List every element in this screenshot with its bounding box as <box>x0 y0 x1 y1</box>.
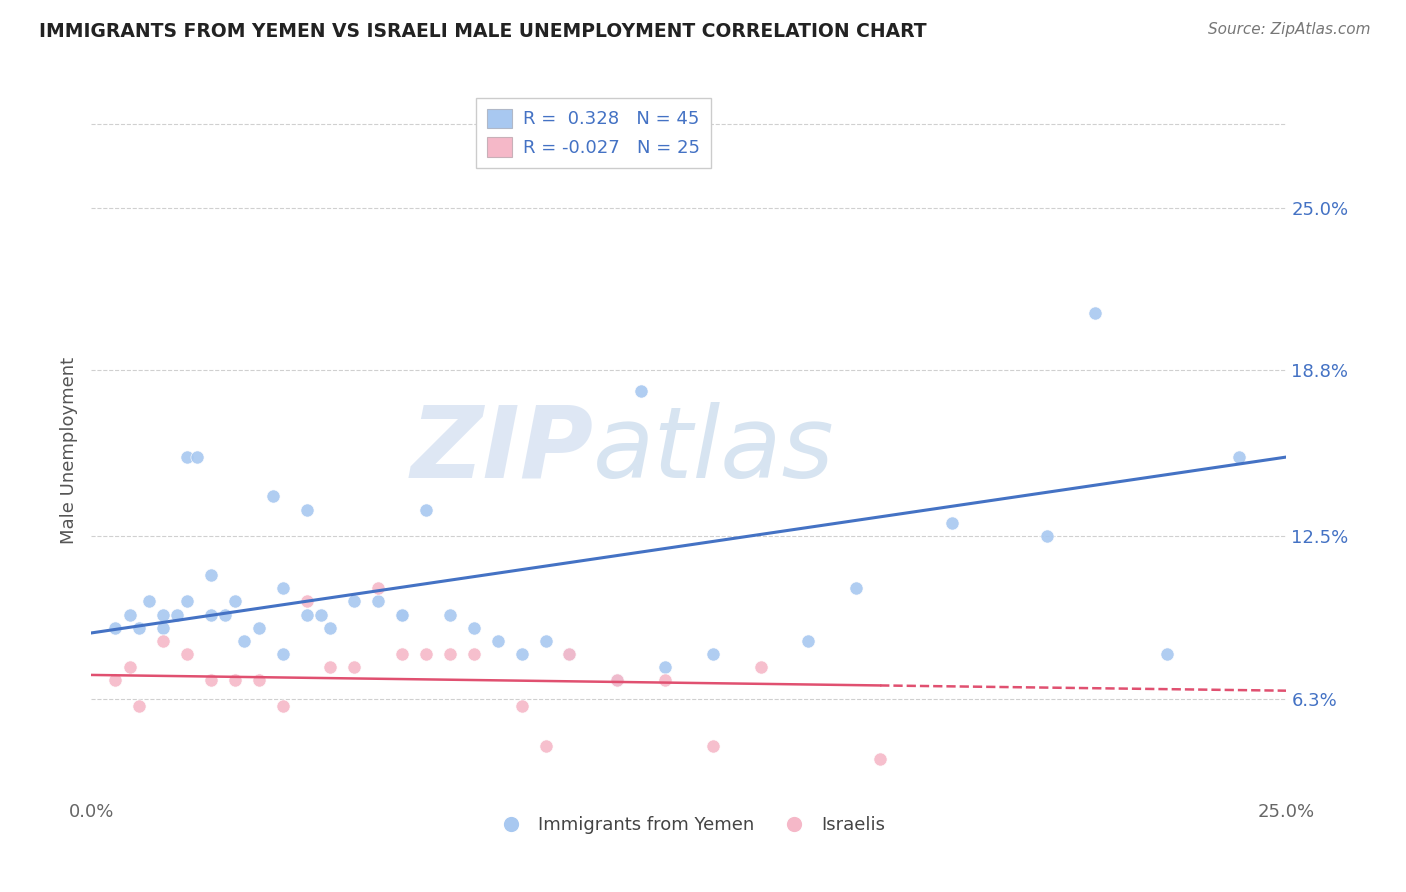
Point <box>439 647 461 661</box>
Point <box>200 673 222 688</box>
Point <box>606 673 628 688</box>
Point <box>391 607 413 622</box>
Point <box>295 594 318 608</box>
Point <box>247 621 270 635</box>
Point <box>152 621 174 635</box>
Point <box>309 607 332 622</box>
Point <box>247 673 270 688</box>
Point <box>176 594 198 608</box>
Point <box>534 739 557 753</box>
Text: IMMIGRANTS FROM YEMEN VS ISRAELI MALE UNEMPLOYMENT CORRELATION CHART: IMMIGRANTS FROM YEMEN VS ISRAELI MALE UN… <box>39 22 927 41</box>
Point <box>463 647 485 661</box>
Point <box>558 647 581 661</box>
Point <box>104 621 127 635</box>
Point <box>630 384 652 399</box>
Point <box>463 621 485 635</box>
Point <box>367 582 389 596</box>
Point <box>343 594 366 608</box>
Point <box>152 607 174 622</box>
Point <box>1036 529 1059 543</box>
Point <box>186 450 208 464</box>
Point <box>262 490 284 504</box>
Point <box>271 582 294 596</box>
Point <box>166 607 188 622</box>
Point <box>176 647 198 661</box>
Point <box>128 621 150 635</box>
Point <box>797 633 820 648</box>
Point <box>534 633 557 648</box>
Point <box>152 633 174 648</box>
Point <box>702 647 724 661</box>
Point <box>391 647 413 661</box>
Point <box>1084 305 1107 319</box>
Point <box>1227 450 1250 464</box>
Point <box>271 699 294 714</box>
Legend: Immigrants from Yemen, Israelis: Immigrants from Yemen, Israelis <box>485 809 893 841</box>
Point <box>224 673 246 688</box>
Point <box>319 660 342 674</box>
Point <box>224 594 246 608</box>
Point <box>214 607 236 622</box>
Point <box>138 594 160 608</box>
Text: Source: ZipAtlas.com: Source: ZipAtlas.com <box>1208 22 1371 37</box>
Point <box>176 450 198 464</box>
Point <box>941 516 963 530</box>
Point <box>606 673 628 688</box>
Point <box>749 660 772 674</box>
Point <box>486 633 509 648</box>
Point <box>295 607 318 622</box>
Point <box>200 607 222 622</box>
Point <box>295 502 318 516</box>
Point <box>391 607 413 622</box>
Point <box>118 607 141 622</box>
Point <box>200 568 222 582</box>
Point <box>558 647 581 661</box>
Point <box>415 502 437 516</box>
Point <box>415 647 437 661</box>
Point <box>118 660 141 674</box>
Point <box>702 739 724 753</box>
Point <box>367 594 389 608</box>
Point <box>1156 647 1178 661</box>
Point <box>510 699 533 714</box>
Point <box>654 660 676 674</box>
Point <box>128 699 150 714</box>
Point <box>104 673 127 688</box>
Point <box>271 647 294 661</box>
Point <box>439 607 461 622</box>
Point <box>510 647 533 661</box>
Text: atlas: atlas <box>593 402 835 499</box>
Point <box>845 582 868 596</box>
Point <box>233 633 256 648</box>
Point <box>343 660 366 674</box>
Point <box>869 752 891 766</box>
Point <box>319 621 342 635</box>
Y-axis label: Male Unemployment: Male Unemployment <box>59 357 77 544</box>
Point <box>654 673 676 688</box>
Text: ZIP: ZIP <box>411 402 593 499</box>
